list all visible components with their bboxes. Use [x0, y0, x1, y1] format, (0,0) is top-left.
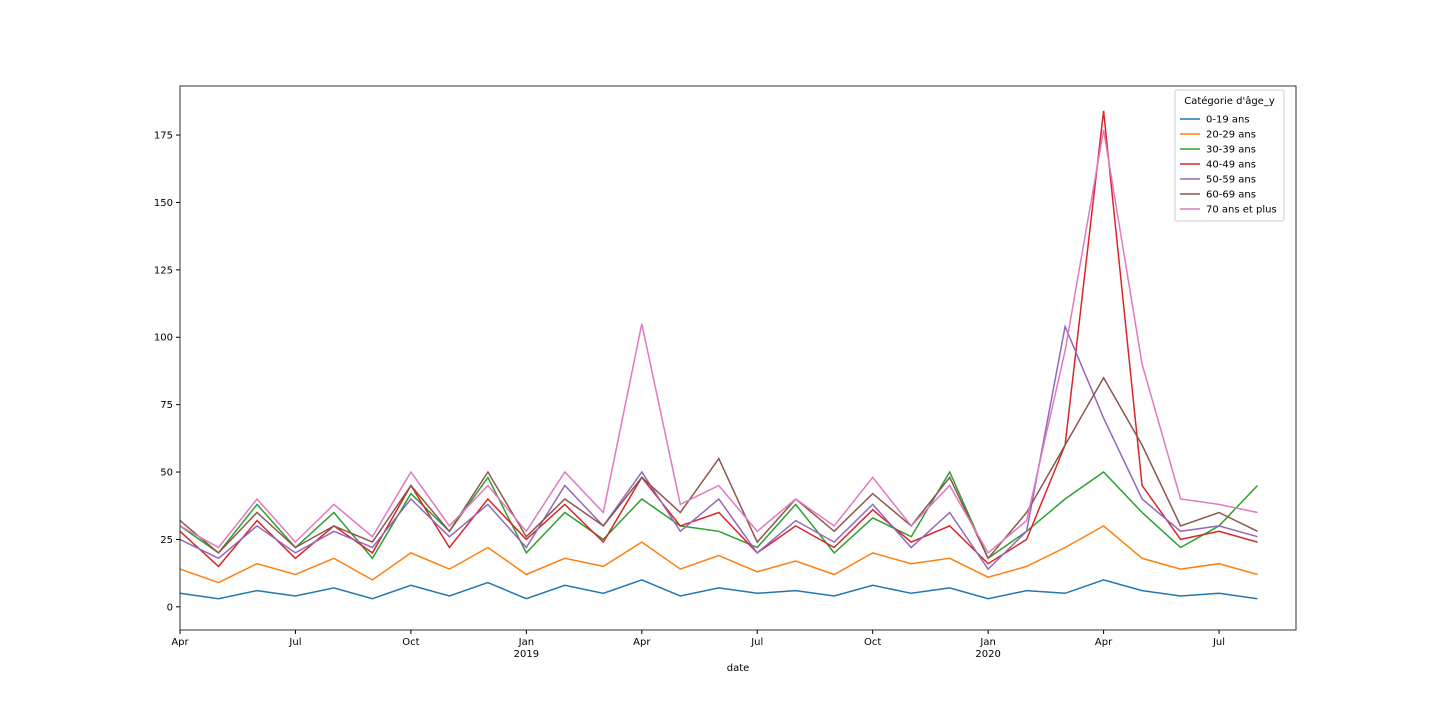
- y-tick-label: 150: [154, 198, 173, 209]
- y-tick-label: 125: [154, 265, 173, 276]
- x-tick-label: Jan: [979, 637, 995, 648]
- series-line: [179, 524, 1258, 584]
- legend-label: 50-59 ans: [1206, 175, 1256, 186]
- series-line: [179, 579, 1258, 600]
- x-tick-label: Jul: [750, 637, 763, 648]
- legend-box: [1174, 89, 1285, 222]
- legend-label: 30-39 ans: [1206, 145, 1256, 156]
- legend-label: 40-49 ans: [1206, 160, 1256, 171]
- series-line: [179, 129, 1258, 555]
- x-tick-label: Oct: [864, 637, 881, 648]
- legend-title: Catégorie d'âge_y: [1184, 95, 1275, 107]
- series-line: [179, 323, 1258, 571]
- series-line: [179, 110, 1258, 568]
- x-tick-year: 2019: [514, 649, 539, 660]
- x-tick-label: Apr: [171, 637, 189, 648]
- legend-label: 70 ans et plus: [1206, 205, 1277, 216]
- x-tick-label: Oct: [402, 637, 419, 648]
- y-tick-label: 100: [154, 333, 173, 344]
- x-axis-label: date: [727, 663, 750, 674]
- y-tick-label: 75: [160, 400, 173, 411]
- legend-label: 0-19 ans: [1206, 115, 1250, 126]
- legend: Catégorie d'âge_y 0-19 ans 20-29 ans 30-39 …: [1174, 89, 1285, 222]
- x-tick-year: 2020: [975, 649, 1000, 660]
- x-tick-label: Jul: [288, 637, 301, 648]
- y-tick-label: 175: [154, 131, 173, 142]
- y-tick-label: 25: [160, 535, 173, 546]
- x-tick-label: Apr: [1095, 637, 1113, 648]
- legend-label: 60-69 ans: [1206, 190, 1256, 201]
- x-tick-label: Jul: [1212, 637, 1225, 648]
- y-tick-label: 50: [160, 468, 173, 479]
- x-tick-label: Jan: [518, 637, 534, 648]
- x-tick-label: Apr: [633, 637, 651, 648]
- y-tick-label: 0: [167, 602, 173, 613]
- legend-label: 20-29 ans: [1206, 130, 1256, 141]
- series-line: [179, 376, 1258, 560]
- plot-frame: [179, 85, 1297, 631]
